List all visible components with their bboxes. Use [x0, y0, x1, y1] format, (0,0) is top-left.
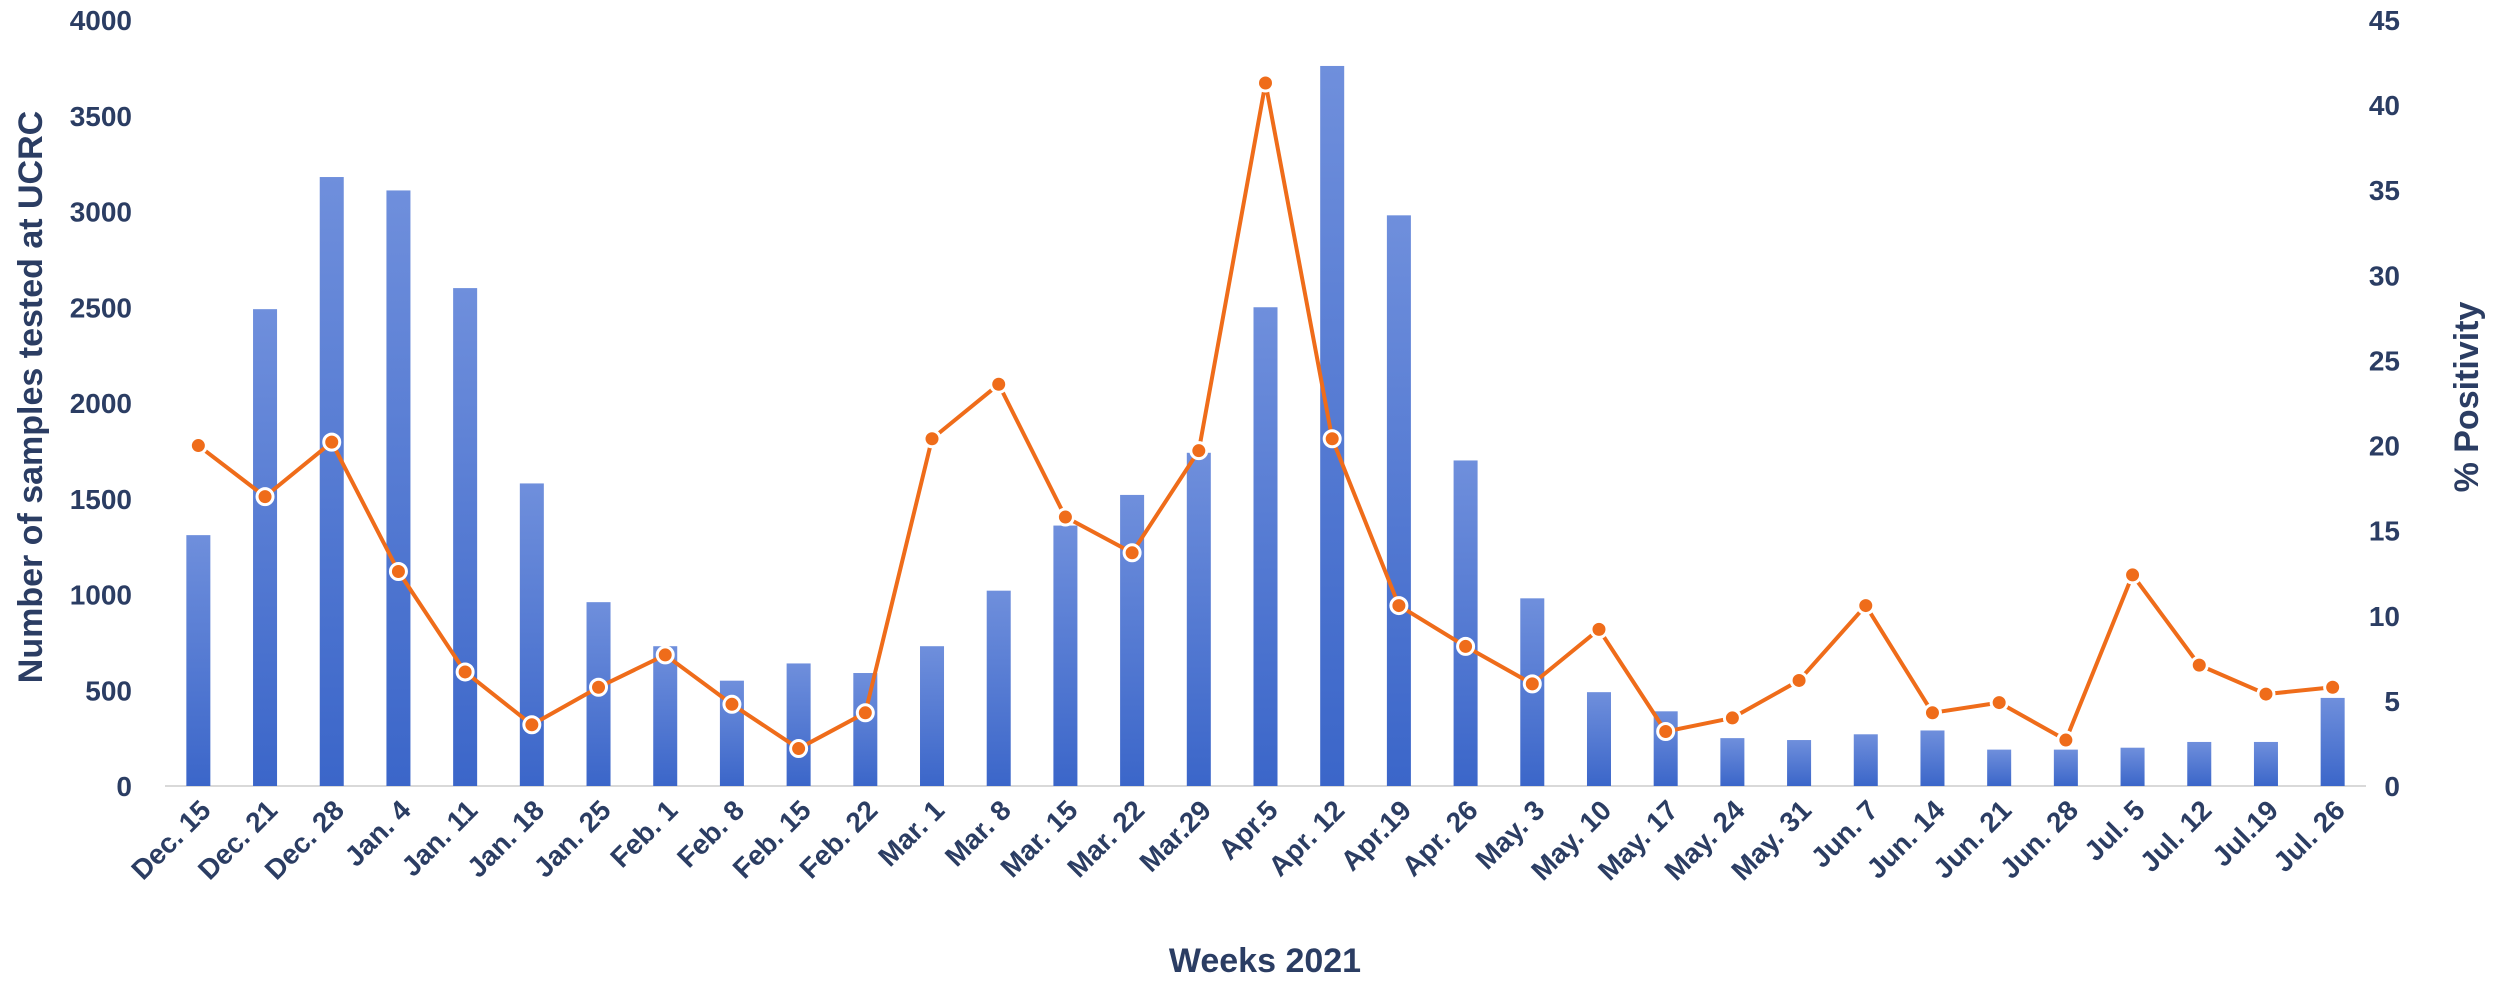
bar	[1386, 215, 1411, 786]
bar	[1853, 734, 1878, 786]
x-tick-label: Jul. 26	[2267, 794, 2351, 878]
bar	[653, 646, 678, 786]
line-point	[855, 703, 875, 723]
right-y-tick-label: 25	[2369, 345, 2400, 376]
bar	[2320, 697, 2345, 786]
right-y-tick-label: 45	[2369, 5, 2400, 36]
bar-series	[186, 65, 2345, 786]
right-y-axis: 0 5 10 15 20 25 30 35 40 45	[2369, 5, 2400, 802]
bar	[2053, 749, 2078, 786]
x-tick-label: Jul. 12	[2134, 794, 2218, 878]
bar	[986, 590, 1011, 786]
line-point	[1656, 722, 1676, 742]
line-point	[388, 562, 408, 582]
left-y-axis: 0 500 1000 1500 2000 2500 3000 3500 4000	[70, 5, 132, 802]
right-y-tick-label: 30	[2369, 260, 2400, 291]
left-y-tick-label: 2500	[70, 292, 132, 323]
bar	[386, 190, 411, 786]
bar	[519, 483, 544, 786]
left-y-tick-label: 3500	[70, 101, 132, 132]
bar	[786, 663, 811, 786]
line-point	[2189, 655, 2209, 675]
right-y-tick-label: 35	[2369, 175, 2400, 206]
line-point	[2256, 684, 2276, 704]
left-y-tick-label: 1500	[70, 484, 132, 515]
bar	[2120, 747, 2145, 786]
line-point	[2323, 677, 2343, 697]
line-point	[1722, 708, 1742, 728]
line-point	[922, 429, 942, 449]
left-y-tick-label: 500	[85, 675, 132, 706]
line-point	[255, 487, 275, 507]
line-point	[2056, 730, 2076, 750]
bar	[1253, 307, 1278, 786]
left-y-tick-label: 1000	[70, 580, 132, 611]
line-point	[1789, 670, 1809, 690]
right-y-tick-label: 0	[2384, 771, 2400, 802]
x-tick-label: Feb. 1	[604, 794, 683, 873]
bar	[253, 309, 278, 786]
line-point	[455, 662, 475, 682]
x-tick-label: Mar. 1	[872, 794, 950, 872]
line-point	[1256, 73, 1275, 93]
bar	[1053, 525, 1078, 786]
line-point	[1922, 703, 1942, 723]
line-point	[1456, 636, 1476, 656]
line-point	[1589, 619, 1609, 639]
line-point	[655, 645, 675, 665]
line-point	[1522, 674, 1542, 694]
line-point	[1055, 507, 1075, 527]
bar	[1920, 730, 1945, 786]
line-point	[1989, 693, 2009, 713]
x-axis-title: Weeks 2021	[1169, 942, 1361, 980]
left-y-tick-label: 0	[116, 771, 132, 802]
line-series	[188, 73, 2343, 759]
line-point	[989, 374, 1009, 394]
line-point	[1189, 441, 1209, 461]
bar	[1720, 738, 1745, 786]
left-y-axis-title: Number of samples tested at UCRC	[12, 111, 50, 683]
right-y-tick-label: 40	[2369, 90, 2400, 121]
bar	[1987, 749, 2012, 786]
bar	[920, 646, 945, 786]
bar	[1453, 460, 1478, 786]
x-tick-label: Apr. 12	[1262, 794, 1350, 882]
right-y-tick-label: 15	[2369, 516, 2400, 547]
x-tick-label: Apr. 26	[1396, 794, 1484, 882]
line-point	[589, 677, 609, 697]
bar	[2253, 741, 2278, 786]
bar	[1320, 65, 1345, 786]
right-y-tick-label: 20	[2369, 431, 2400, 462]
right-y-tick-label: 10	[2369, 601, 2400, 632]
bar	[853, 673, 878, 786]
bar	[186, 535, 211, 786]
line-point	[2123, 565, 2143, 585]
left-y-tick-label: 3000	[70, 197, 132, 228]
bar	[1586, 692, 1611, 786]
bar	[319, 177, 344, 786]
line-point	[322, 432, 342, 452]
line-point	[789, 739, 809, 759]
x-tick-label: Mar.29	[1133, 794, 1217, 878]
right-y-axis-title: % Positivity	[2448, 301, 2486, 492]
line-point	[1856, 596, 1876, 616]
left-y-tick-label: 2000	[70, 388, 132, 419]
bar	[1787, 740, 1812, 786]
line-point	[722, 694, 742, 714]
line-point	[1122, 543, 1142, 563]
bar	[1186, 452, 1211, 786]
bar	[453, 288, 478, 786]
line-point	[522, 715, 542, 735]
line-point	[1322, 429, 1342, 449]
line-point	[188, 436, 208, 456]
right-y-tick-label: 5	[2384, 686, 2400, 717]
line-point	[1389, 596, 1409, 616]
bar	[2187, 741, 2212, 786]
left-y-tick-label: 4000	[70, 5, 132, 36]
